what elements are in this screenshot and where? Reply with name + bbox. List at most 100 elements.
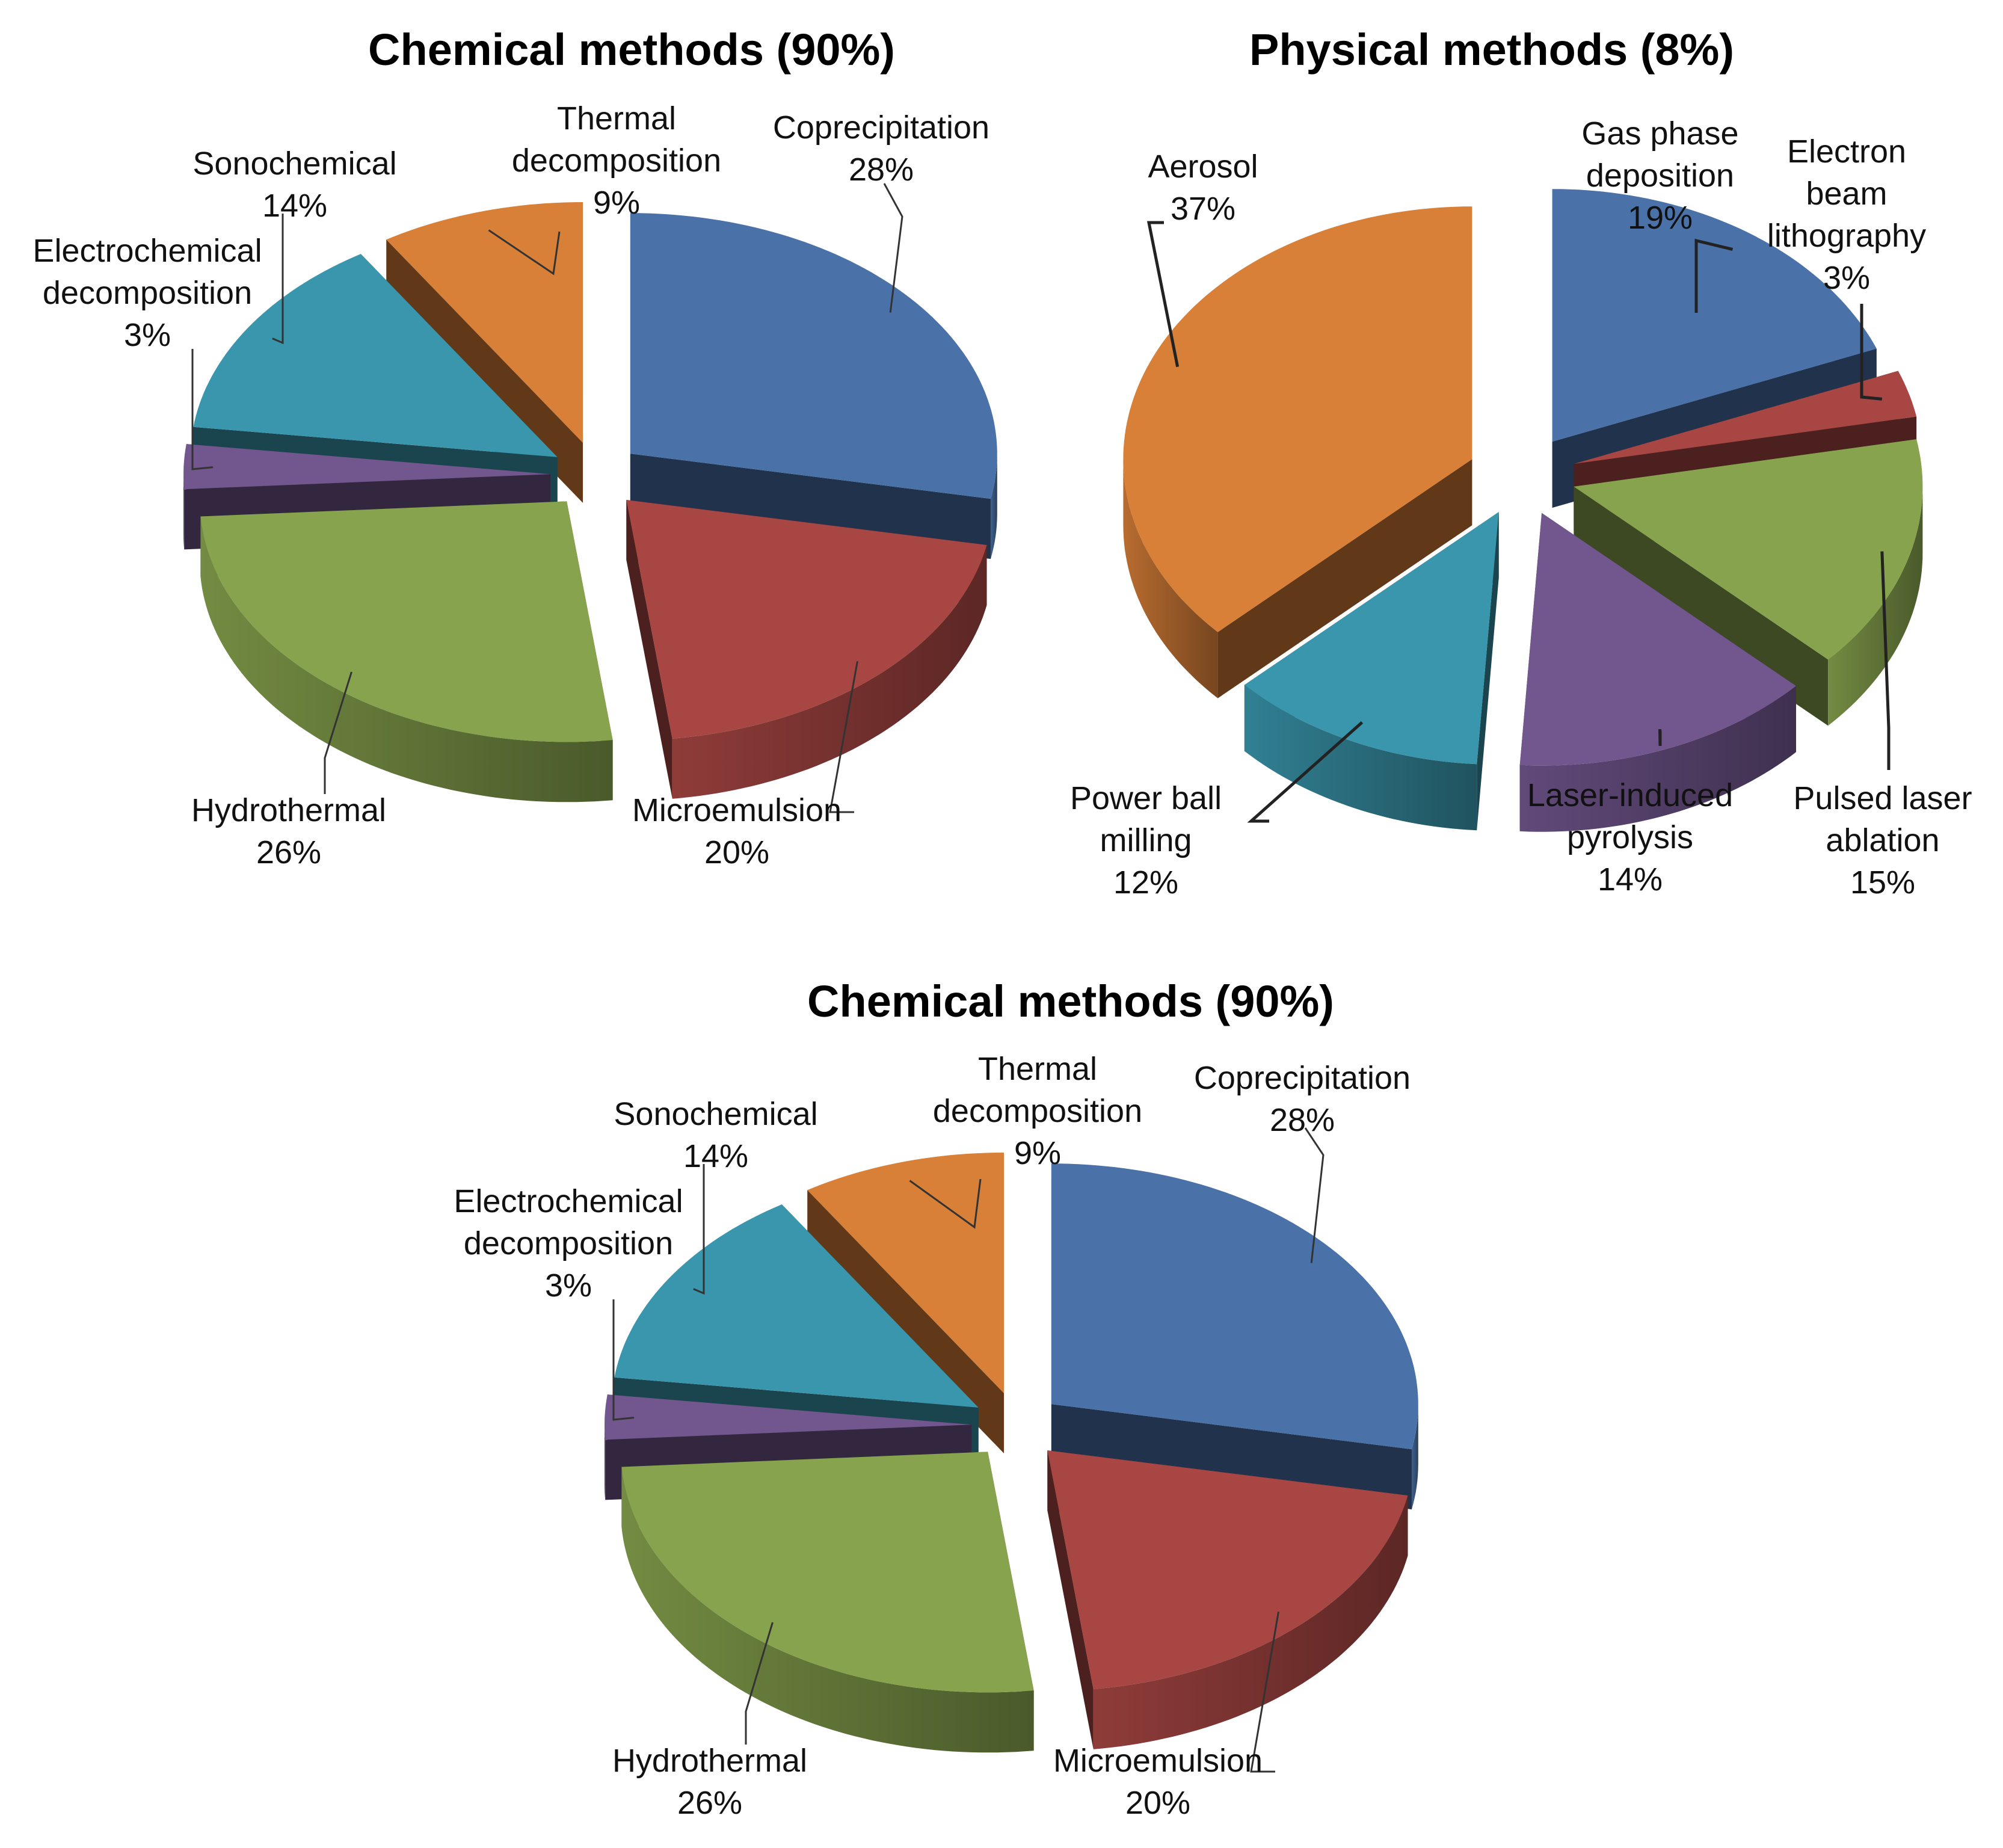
data-label: Pulsed laser ablation 15% [1793, 780, 1972, 901]
slice-top [200, 501, 613, 742]
label-line: pyrolysis [1567, 819, 1693, 855]
label-line: 12% [1113, 864, 1178, 901]
label-line: 37% [1171, 191, 1235, 227]
data-label: Microemulsion 20% [1053, 1743, 1263, 1821]
data-label: Thermal decomposition 9% [933, 1051, 1142, 1171]
label-line: Gas phase [1581, 116, 1738, 152]
label-power-ball-milling: Power ball milling 12% [1070, 721, 1364, 901]
slice-wall [1477, 512, 1499, 831]
data-label: Coprecipitation 28% [773, 109, 989, 188]
data-label: Laser-induced pyrolysis 14% [1527, 777, 1733, 898]
leader-line [1146, 221, 1180, 368]
slice-top [1574, 371, 1917, 464]
slice-side [672, 544, 987, 799]
leader-line [829, 661, 858, 813]
slice-top [1047, 1450, 1408, 1689]
label-line: 28% [1270, 1102, 1335, 1138]
label-line: Electron [1787, 134, 1906, 170]
label-laser-induced-pyrolysis: Laser-induced pyrolysis 14% [1527, 728, 1733, 898]
slice-coprecipitation [630, 213, 997, 559]
label-hydrothermal: Hydrothermal 26% [191, 671, 386, 870]
data-label: Aerosol 37% [1148, 149, 1258, 227]
data-label: Hydrothermal 26% [191, 792, 386, 870]
data-label: Hydrothermal 26% [612, 1743, 807, 1821]
label-line: 19% [1628, 200, 1693, 236]
leader-line [909, 1178, 982, 1229]
chemical-methods-pie-bottom: Chemical methods (90%) Coprecipitation 28… [454, 976, 1418, 1821]
slice-top [1574, 439, 1923, 660]
label-line: Pulsed laser [1793, 780, 1972, 816]
slice-side [1411, 1404, 1418, 1510]
slice-side [621, 1467, 1034, 1753]
label-line: Thermal [978, 1051, 1097, 1087]
data-label: Microemulsion 20% [632, 792, 842, 870]
leader-line [1880, 551, 1891, 770]
label-line: 3% [545, 1267, 592, 1304]
slice-laser-induced-pyrolysis [1519, 513, 1796, 832]
label-line: milling [1100, 822, 1192, 858]
leader-line [1247, 721, 1364, 823]
slice-top [630, 213, 997, 499]
slice-coprecipitation [1051, 1163, 1418, 1510]
label-line: Coprecipitation [773, 109, 989, 146]
physical-methods-pie: Physical methods (8%) Gas phase depositio… [1070, 25, 1972, 901]
leader-line [191, 349, 214, 470]
data-label: Gas phase deposition 19% [1581, 116, 1738, 236]
leader-line [883, 183, 903, 313]
data-label: Coprecipitation 28% [1194, 1060, 1411, 1138]
label-line: lithography [1767, 218, 1926, 254]
slice-top [193, 254, 558, 457]
label-line: 20% [704, 834, 769, 870]
label-sonochemical: Sonochemical 14% [614, 1096, 818, 1295]
label-sonochemical: Sonochemical 14% [192, 146, 397, 345]
label-line: 28% [849, 152, 914, 188]
slice-top [605, 1394, 972, 1440]
slice-top [1244, 512, 1499, 765]
slice-top [621, 1452, 1034, 1693]
slice-top [1519, 513, 1796, 766]
slice-power-ball-milling [1244, 512, 1499, 831]
data-label: Electrochemical decomposition 3% [454, 1183, 683, 1304]
slice-top [626, 500, 987, 739]
leader-line [1860, 304, 1883, 401]
leader-line [612, 1299, 635, 1421]
label-line: 9% [593, 185, 640, 221]
slice-top [386, 202, 583, 443]
label-line: 9% [1014, 1135, 1061, 1171]
label-line: decomposition [512, 143, 721, 179]
leader-line [1250, 1612, 1279, 1773]
slice-wall [630, 454, 991, 559]
leader-line [488, 229, 561, 276]
slice-top [1123, 206, 1472, 632]
slice-top [1051, 1163, 1418, 1450]
label-hydrothermal: Hydrothermal 26% [612, 1622, 807, 1821]
leader-line [693, 1164, 705, 1295]
label-line: Power ball [1070, 780, 1222, 816]
chart-title: Chemical methods (90%) [368, 25, 895, 75]
slice-top [1552, 189, 1877, 442]
label-line: 26% [677, 1785, 742, 1821]
slice-side [1244, 685, 1477, 831]
data-label: Electron beam lithography 3% [1767, 134, 1926, 296]
slice-side [200, 516, 613, 802]
label-electrochemical-decomposition: Electrochemical decomposition 3% [32, 233, 262, 470]
data-label: Electrochemical decomposition 3% [32, 233, 262, 353]
slice-aerosol [1123, 206, 1472, 698]
label-thermal-decomposition: Thermal decomposition 9% [488, 100, 721, 276]
chart-title: Physical methods (8%) [1249, 25, 1734, 75]
label-line: 14% [1598, 861, 1663, 898]
label-electrochemical-decomposition: Electrochemical decomposition 3% [454, 1183, 683, 1421]
label-electron-beam-lithography: Electron beam lithography 3% [1767, 134, 1926, 401]
slice-side [1123, 459, 1218, 698]
leader-line [272, 214, 284, 345]
data-label: Sonochemical 14% [192, 146, 396, 224]
label-line: 20% [1125, 1785, 1190, 1821]
label-pulsed-laser-ablation: Pulsed laser ablation 15% [1793, 551, 1972, 901]
label-line: ablation [1826, 822, 1939, 858]
slice-wall [1217, 459, 1472, 698]
label-line: Aerosol [1148, 149, 1258, 185]
slice-top [183, 444, 551, 490]
label-line: Electrochemical [32, 233, 262, 269]
label-line: Hydrothermal [612, 1743, 807, 1779]
